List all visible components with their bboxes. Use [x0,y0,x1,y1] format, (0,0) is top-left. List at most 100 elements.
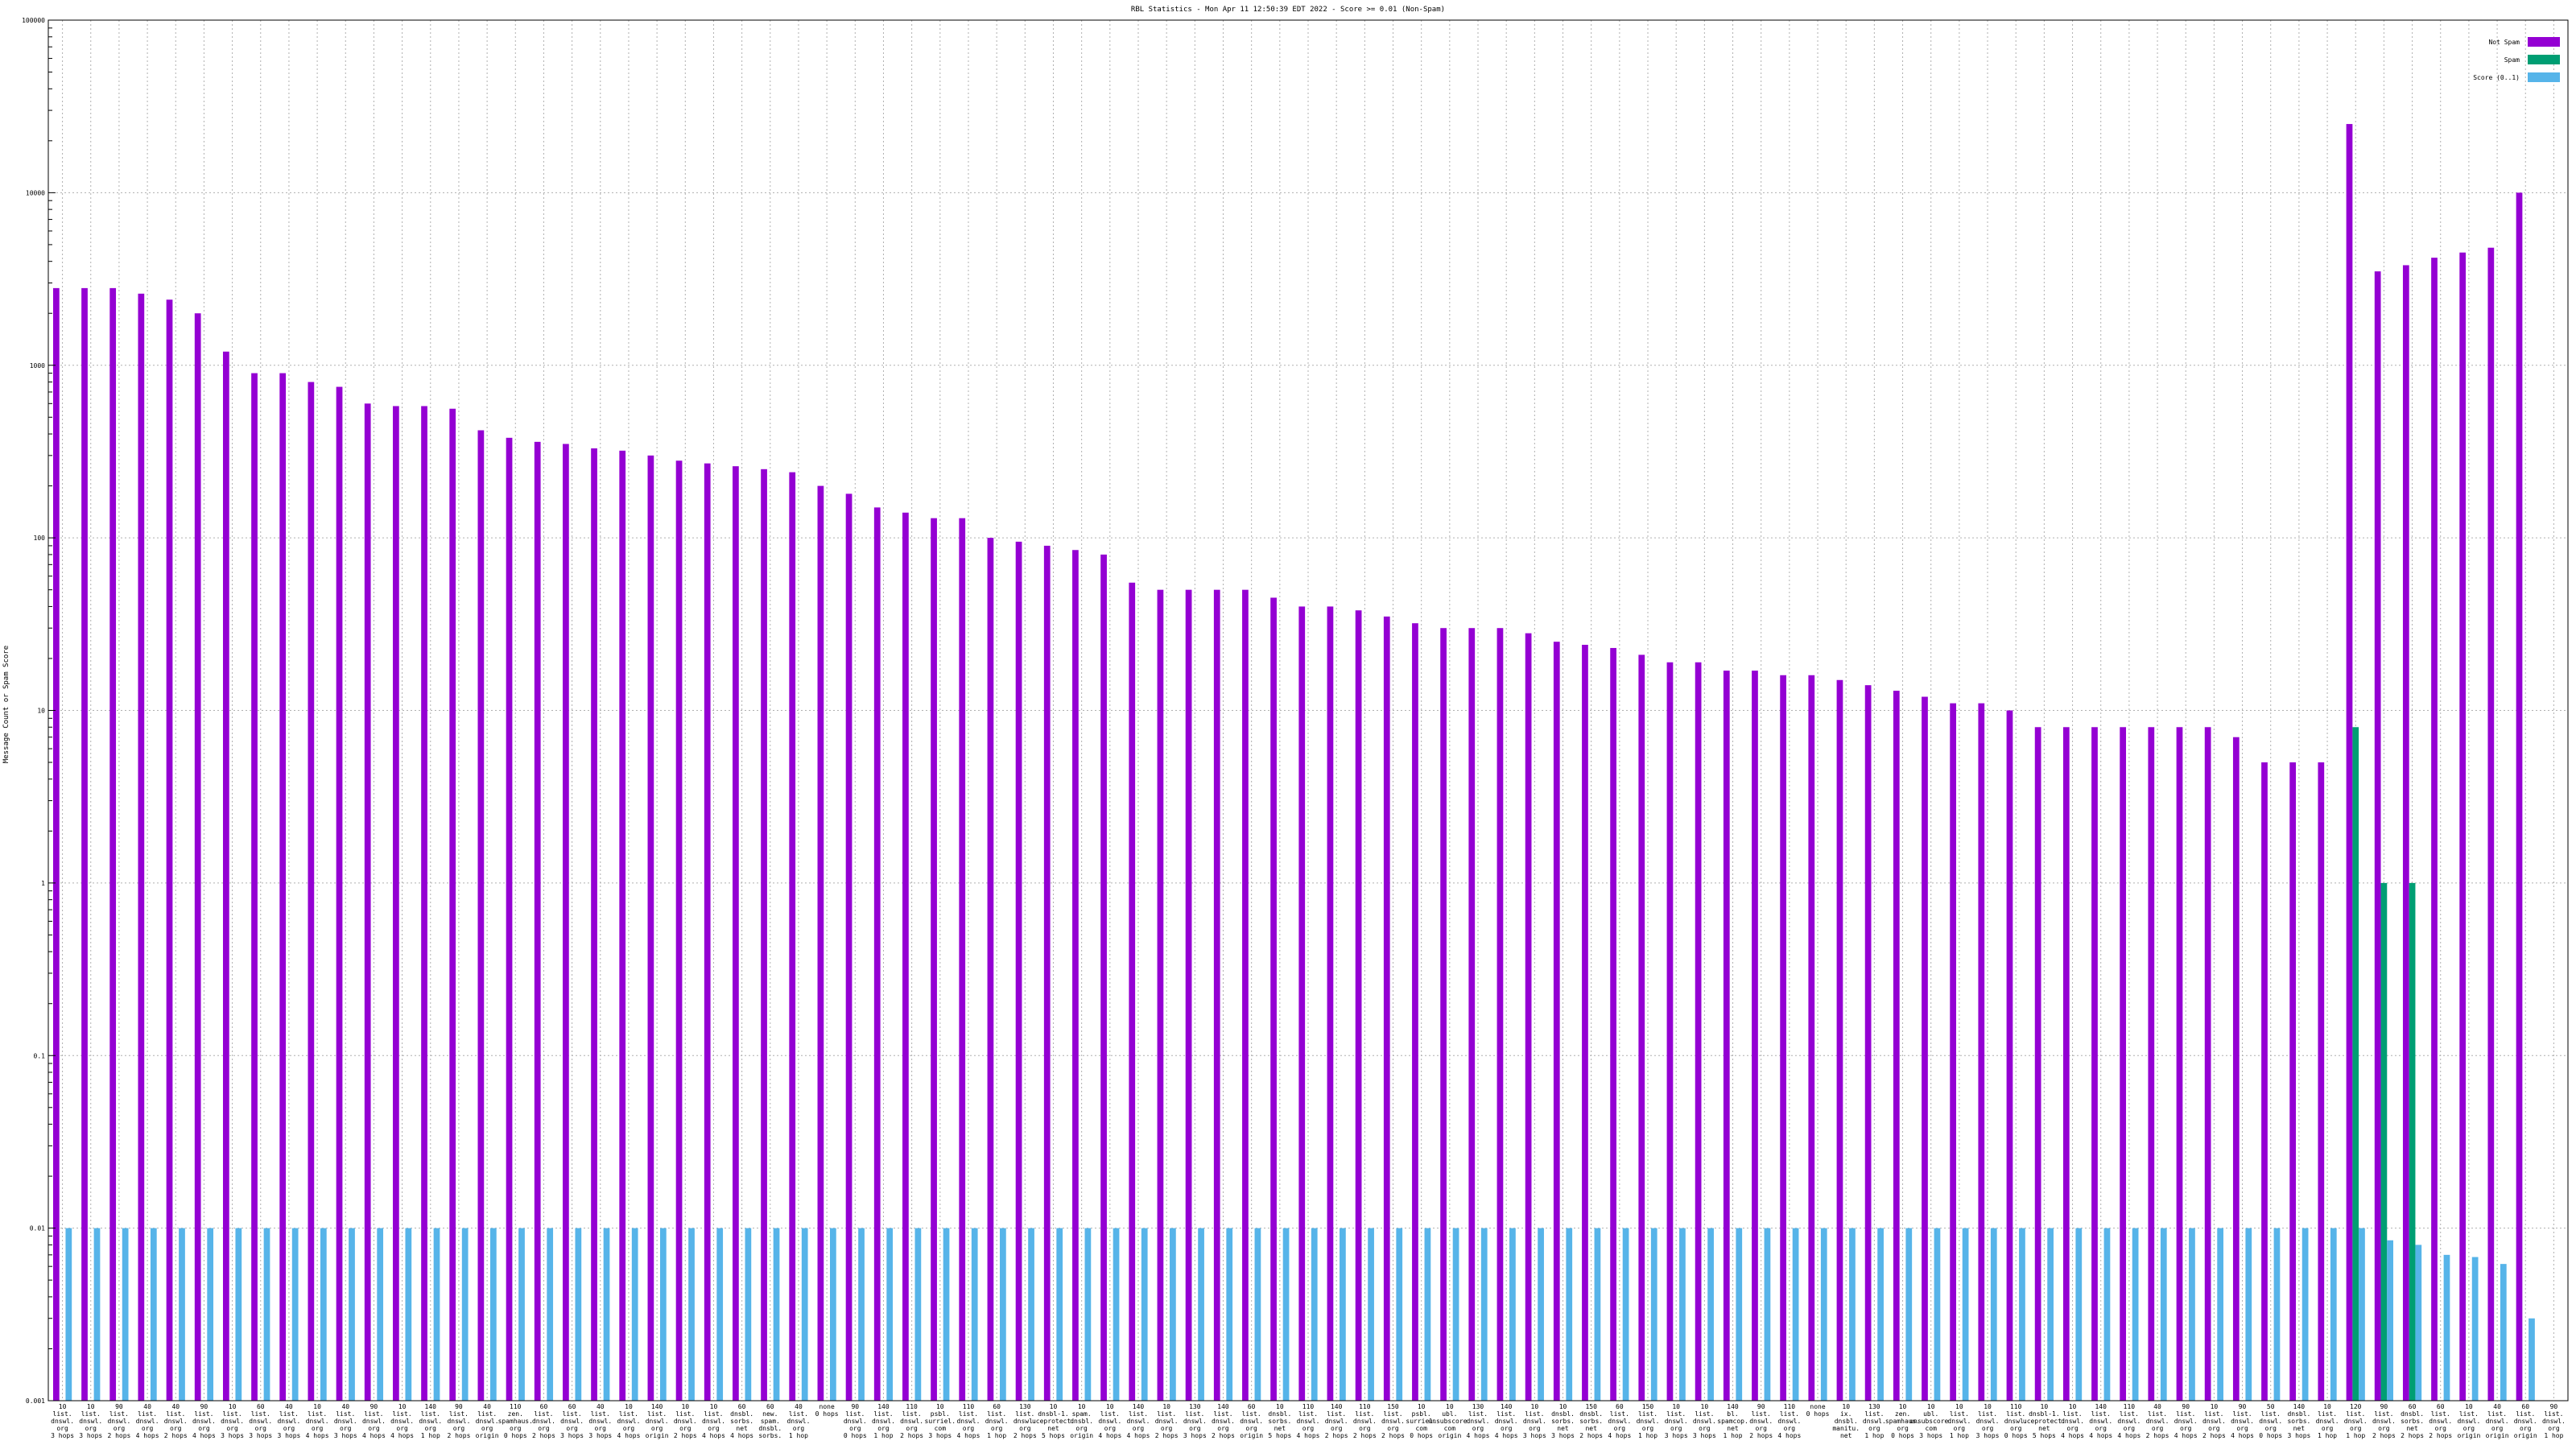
bar-score-0-1- [2387,1240,2394,1401]
bar-score-0-1- [631,1228,638,1401]
x-tick-label: 130 list. dnswl. org 4 hops [1467,1403,1490,1439]
bar-not-spam [2176,727,2183,1401]
y-tick-label: 100 [34,535,46,542]
bar-not-spam [2487,247,2495,1401]
bar-not-spam [138,293,145,1402]
bar-score-0-1- [1396,1228,1403,1401]
bar-score-0-1- [1990,1228,1997,1401]
bar-score-0-1- [2075,1228,2083,1401]
bar-not-spam [1468,628,1476,1401]
x-tick-label: 60 dnsbl. sorbs. net 4 hops [730,1403,753,1439]
bar-score-0-1- [1707,1228,1714,1401]
y-tick-label: 1 [41,880,45,887]
x-tick-label: 10 list. dnswl. org 1 hop [2316,1403,2339,1439]
bar-not-spam [1780,675,1786,1401]
x-tick-label: 140 list. dnswl. org origin [646,1403,669,1439]
bar-score-0-1- [518,1228,525,1401]
bar-not-spam [336,386,343,1402]
bar-not-spam [109,287,117,1401]
legend-swatch [2528,37,2560,47]
bar-score-0-1- [1452,1228,1459,1401]
bar-score-0-1- [688,1228,695,1401]
bar-not-spam [1638,654,1645,1401]
y-axis-ticks: 0.001 0.01 0.1 1 10 100 1000 10000 100000 [22,17,56,1405]
x-tick-label: 60 list. dnswl. org 3 hops [249,1403,272,1439]
bar-score-0-1- [1538,1228,1544,1401]
x-tick-label: 60 list. dnswl. org 3 hops [560,1403,584,1439]
y-tick-label: 10000 [26,189,45,196]
bar-not-spam [364,403,371,1401]
bar-score-0-1- [2415,1245,2422,1401]
x-tick-label: 150 list. dnswl. org 2 hops [1381,1403,1405,1439]
x-tick-label: 140 list. dnswl. org 4 hops [2089,1403,2112,1439]
bar-score-0-1- [2047,1228,2054,1401]
x-tick-label: 10 dnsbl-1. uceprotect. net 5 hops [2023,1403,2066,1439]
x-tick-label: 10 psbl. surriel. com 3 hops [925,1403,956,1439]
bar-not-spam [675,460,683,1401]
bar-not-spam [2402,265,2409,1402]
x-tick-label: 130 list. dnswl. org 1 hop [1863,1403,1886,1439]
bar-not-spam [1496,628,1504,1401]
x-tick-label: 10 dnsbl-1. uceprotect. net 5 hops [1032,1403,1075,1439]
bar-not-spam [1213,589,1220,1401]
bar-score-0-1- [2189,1228,2195,1401]
bar-score-0-1- [2359,1228,2365,1401]
bar-not-spam [845,493,852,1402]
bar-score-0-1- [830,1228,836,1401]
bar-spam [2409,882,2416,1401]
bar-not-spam [1129,582,1136,1401]
bar-score-0-1- [603,1228,610,1401]
x-tick-label: 10 list. dnswl. org 2 hops [2202,1403,2226,1439]
plot-frame [47,19,2569,1402]
x-tick-label: 10 spam. dnsbl. org origin [1070,1403,1093,1439]
bar-score-0-1- [1424,1228,1431,1401]
bar-score-0-1- [1000,1228,1006,1401]
bar-score-0-1- [65,1228,72,1401]
x-tick-label: 40 list. dnswl. org origin [2486,1403,2509,1439]
bar-spam [2380,882,2388,1401]
bar-score-0-1- [179,1228,185,1401]
bar-score-0-1- [1509,1228,1516,1401]
x-tick-label: 10 list. dnswl. org 3 hops [1523,1403,1546,1439]
bar-not-spam [1327,606,1334,1401]
bar-score-0-1- [2443,1254,2450,1401]
x-tick-label: 10 list. dnswl. org 3 hops [1976,1403,2000,1439]
x-tick-label: 40 list. dnswl. org 3 hops [588,1403,612,1439]
x-tick-label: 90 list. dnswl. org 2 hops [1749,1403,1773,1439]
bar-not-spam [2516,192,2523,1401]
bar-score-0-1- [716,1228,724,1401]
bar-not-spam [1864,685,1872,1401]
y-tick-label: 100000 [22,17,45,24]
bar-not-spam [1836,679,1843,1401]
y-tick-label: 0.001 [26,1397,45,1405]
bar-not-spam [704,463,711,1401]
x-axis-labels: 10 list. dnswl. org 3 hops 10 list. dnswl. org 3 … [51,1403,2566,1439]
x-tick-label: 10 list. dnswl. org 3 hops [1693,1403,1716,1439]
x-tick-label: 110 list. dnswl. org 2 hops [1353,1403,1377,1439]
bar-not-spam [279,373,287,1401]
bar-not-spam [1695,662,1702,1401]
x-tick-label: 110 list. dnswl. org 4 hops [1297,1403,1320,1439]
bar-not-spam [1270,597,1277,1401]
bar-score-0-1- [2471,1257,2479,1401]
x-tick-label: 10 list. dnswl. org 2 hops [1155,1403,1179,1439]
x-tick-label: 110 list. dnswl. org 0 hops [2004,1403,2028,1439]
bar-not-spam [1298,606,1306,1401]
bar-not-spam [2289,762,2297,1401]
legend: Not Spam Spam Score (0..1) [2473,37,2560,82]
y-tick-label: 1000 [30,362,45,369]
bar-score-0-1- [461,1228,469,1401]
bar-not-spam [52,287,60,1401]
x-tick-label: 10 list. dnswl. org 4 hops [306,1403,329,1439]
bar-score-0-1- [1141,1228,1148,1401]
bar-score-0-1- [2103,1228,2111,1401]
y-tick-label: 0.01 [30,1225,45,1232]
bar-score-0-1- [914,1228,922,1401]
bar-not-spam [251,373,258,1401]
bar-score-0-1- [971,1228,978,1401]
bar-not-spam [563,444,569,1401]
x-tick-label: 90 list. dnswl. org 2 hops [2372,1403,2396,1439]
x-tick-label: 10 list. dnswl. org 2 hops [674,1403,697,1439]
bar-not-spam [2261,762,2268,1401]
chart-title: RBL Statistics - Mon Apr 11 12:50:39 EDT… [1131,6,1445,14]
